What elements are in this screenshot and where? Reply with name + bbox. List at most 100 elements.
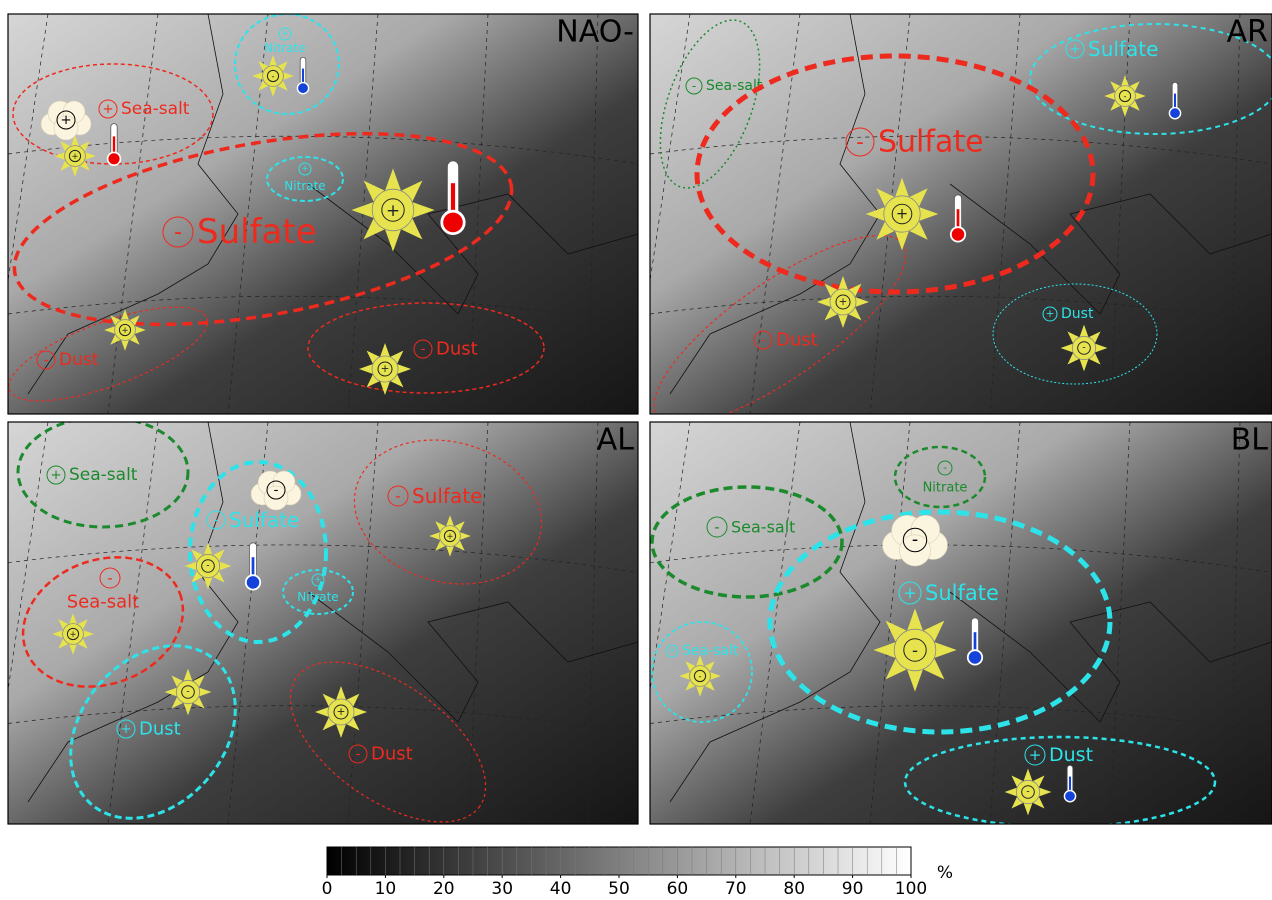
sun-disc <box>893 628 937 672</box>
graticule <box>650 135 1272 165</box>
panel-label: AL <box>597 423 635 458</box>
graticule <box>587 422 599 824</box>
region-label: Sea-salt <box>682 643 739 659</box>
graticule <box>107 422 159 824</box>
thermometer-bulb <box>440 209 466 235</box>
sign-circle <box>333 704 349 720</box>
sign-circle <box>99 567 121 589</box>
sign: + <box>896 206 908 223</box>
sign-circle <box>706 516 728 538</box>
sign: + <box>446 531 453 541</box>
graticule <box>8 422 49 693</box>
sign-circle <box>36 350 56 370</box>
sun-disc <box>327 698 355 726</box>
thermometer-fill <box>112 136 116 156</box>
region-outline <box>266 156 344 202</box>
sign: + <box>386 200 400 220</box>
thermometer-fill <box>301 68 305 86</box>
region-outline <box>21 556 185 688</box>
sign-circle <box>1077 341 1091 355</box>
panel-label: NAO- <box>556 15 634 50</box>
region-outline <box>12 131 514 327</box>
region-label: Sea-salt <box>121 99 190 119</box>
sign-circle <box>1065 39 1085 59</box>
cloud-puff <box>263 485 289 511</box>
sign-circle <box>387 485 409 507</box>
sign-circle <box>413 339 433 359</box>
sign: - <box>421 341 426 357</box>
region-label: Dust <box>139 719 181 740</box>
sun-disc <box>829 288 857 316</box>
sign: - <box>1082 343 1085 354</box>
region-label: Sulfate <box>1088 37 1158 61</box>
sun-disc <box>371 355 399 383</box>
sun-disc <box>371 188 415 232</box>
colorbar-tick-label: 0 <box>322 879 333 899</box>
sign-circle <box>162 216 194 248</box>
colorbar-tick-label: 80 <box>783 879 805 899</box>
graticule <box>650 544 1272 574</box>
region-label: Dust <box>371 744 413 765</box>
region-label: Sulfate <box>412 484 482 508</box>
colorbar-tick-label: 60 <box>667 879 689 899</box>
map-panel: + Sea-salt- Sulfate- Sulfate+Nitrate-Sea-sa… <box>8 422 638 824</box>
map-panel: + Sea-salt+Nitrate+Nitrate- Sulfate- Dust- D… <box>8 14 638 414</box>
sign: - <box>214 512 219 528</box>
region-label: Dust <box>1061 306 1094 322</box>
sign-circle <box>753 330 773 350</box>
sign: + <box>120 721 131 737</box>
sign-circle <box>298 162 312 176</box>
map-background <box>8 14 638 414</box>
sign: - <box>943 462 947 474</box>
sun-disc <box>64 145 86 167</box>
sign-circle <box>381 198 405 222</box>
colorbar-tick-label: 70 <box>725 879 747 899</box>
cloud-puff <box>899 534 931 567</box>
sign-circle <box>693 669 707 683</box>
region-label: Nitrate <box>297 590 338 604</box>
region-label: Nitrate <box>284 179 325 193</box>
sign-circle <box>937 460 953 476</box>
region-outline <box>650 485 844 599</box>
map-panel: -Nitrate- Sea-salt+ Sulfate+ Sea-salt+ Dust-… <box>650 422 1272 824</box>
graticule <box>8 544 638 574</box>
sun-disc <box>195 553 221 579</box>
sign-circle <box>903 638 927 662</box>
region-label: Sulfate <box>925 581 999 605</box>
sign: + <box>337 706 346 718</box>
sign: - <box>1123 91 1126 101</box>
graticule <box>107 14 159 414</box>
graticule <box>467 422 489 824</box>
region-outline <box>289 661 487 823</box>
sign-circle <box>266 69 280 83</box>
sign-circle <box>68 149 82 163</box>
sign-circle <box>898 581 922 605</box>
graticule <box>650 705 1272 734</box>
region-label: Dust <box>59 350 99 370</box>
sun-disc <box>1071 335 1097 361</box>
colorbar-tick-label: 40 <box>550 879 572 899</box>
region-label: Sulfate <box>878 125 984 160</box>
colorbar-tick-label: 100 <box>895 879 927 899</box>
graticule <box>1229 422 1241 824</box>
sign: - <box>692 79 696 93</box>
sign-circle <box>278 27 292 41</box>
sign: + <box>668 646 676 656</box>
sign-circle <box>902 527 928 553</box>
sign-circle <box>1024 744 1046 766</box>
graticule <box>8 14 49 284</box>
region-label: Nitrate <box>264 41 305 55</box>
thermometer-bulb <box>296 81 310 95</box>
graticule <box>467 14 489 414</box>
sign: - <box>356 746 361 762</box>
thermometer-fill <box>1068 776 1072 794</box>
region-outline <box>659 19 761 189</box>
thermometer-bulb <box>966 649 984 666</box>
region-outline <box>651 621 753 723</box>
sign-circle <box>56 110 76 130</box>
sign-circle <box>348 744 368 764</box>
graticule <box>1109 422 1131 824</box>
colorbar-tick-label: 30 <box>491 879 513 899</box>
sign: - <box>271 71 274 81</box>
colorbar-tick-label: 90 <box>842 879 864 899</box>
